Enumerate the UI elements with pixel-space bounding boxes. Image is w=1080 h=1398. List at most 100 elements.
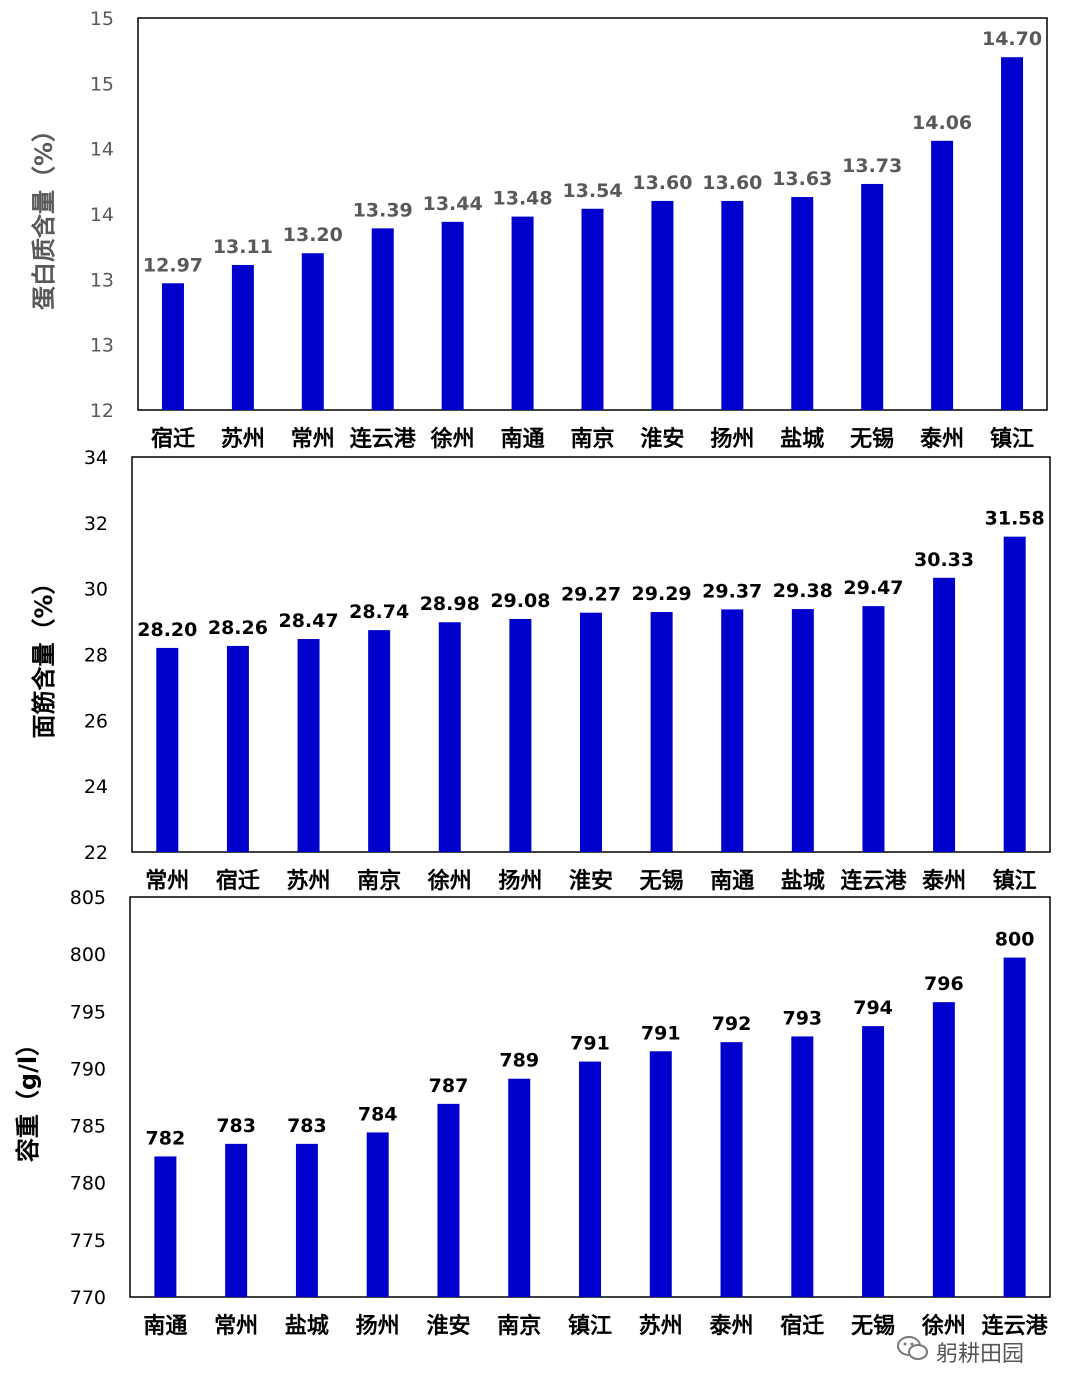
bar-10 [791, 609, 814, 852]
x-category-label: 连云港 [982, 1313, 1049, 1339]
x-category-label: 南通 [710, 869, 754, 894]
bar-11 [862, 1026, 885, 1297]
wechat-icon [896, 1335, 930, 1369]
value-label: 29.38 [773, 580, 833, 602]
x-category-label: 镇江 [568, 1314, 612, 1339]
y-tick-label: 800 [70, 944, 106, 966]
value-label: 13.60 [702, 172, 762, 194]
y-tick-label: 30 [84, 579, 108, 601]
bar-13 [1003, 957, 1026, 1297]
bar-5 [437, 1103, 460, 1297]
y-tick-label: 805 [70, 887, 106, 909]
y-tick-label: 32 [84, 513, 108, 535]
value-label: 787 [429, 1075, 469, 1097]
x-category-label: 盐城 [781, 868, 825, 894]
bar-10 [791, 197, 814, 410]
x-category-label: 南通 [143, 1314, 187, 1339]
x-category-label: 常州 [291, 426, 335, 452]
x-category-label: 南京 [570, 426, 614, 452]
value-label: 29.27 [561, 584, 621, 606]
y-tick-label: 13 [90, 269, 114, 291]
x-category-label: 连云港 [350, 426, 417, 452]
x-category-label: 扬州 [356, 1314, 400, 1339]
bar-8 [649, 1051, 672, 1297]
x-category-label: 无锡 [850, 427, 894, 452]
value-label: 13.48 [493, 188, 553, 210]
x-category-label: 苏州 [287, 868, 331, 894]
value-label: 783 [216, 1115, 256, 1137]
bar-3 [297, 639, 320, 852]
y-tick-label: 13 [90, 335, 114, 357]
y-axis-title: 蛋白质含量（%） [30, 118, 58, 310]
bar-8 [650, 612, 673, 852]
value-label: 793 [782, 1007, 822, 1029]
bar-11 [861, 183, 884, 410]
x-category-label: 扬州 [498, 869, 542, 894]
y-tick-label: 14 [90, 204, 114, 226]
bar-7 [580, 612, 602, 852]
bar-11 [862, 606, 885, 852]
bar-7 [579, 1061, 601, 1297]
bar-3 [295, 1143, 318, 1297]
value-label: 13.60 [632, 172, 692, 194]
y-tick-label: 775 [70, 1230, 106, 1252]
y-tick-label: 770 [70, 1287, 106, 1309]
value-label: 792 [712, 1013, 752, 1035]
x-category-label: 南京 [497, 1313, 541, 1339]
bar-6 [509, 618, 532, 852]
y-tick-label: 34 [84, 447, 108, 469]
bar-13 [1001, 57, 1024, 410]
value-label: 13.54 [562, 180, 622, 202]
value-label: 28.98 [420, 593, 480, 615]
x-category-label: 宿迁 [216, 868, 260, 894]
value-label: 12.97 [143, 254, 203, 276]
x-category-label: 盐城 [285, 1313, 329, 1339]
y-tick-label: 14 [90, 139, 114, 161]
value-label: 14.70 [982, 28, 1042, 50]
y-tick-label: 22 [84, 842, 108, 864]
bar-1 [156, 647, 179, 852]
value-label: 789 [499, 1050, 539, 1072]
value-label: 29.29 [632, 583, 692, 605]
x-category-label: 南通 [501, 427, 545, 452]
x-category-label: 泰州 [919, 427, 964, 452]
x-category-label: 扬州 [710, 427, 754, 452]
y-axis-title: 面筋含量（%） [30, 570, 58, 738]
bar-9 [721, 609, 744, 852]
bar-2 [225, 1143, 248, 1297]
bar-6 [511, 216, 534, 410]
x-category-label: 南京 [357, 868, 401, 894]
y-tick-label: 780 [70, 1173, 106, 1195]
bar-12 [931, 140, 954, 410]
x-category-label: 常州 [214, 1313, 258, 1339]
value-label: 13.44 [423, 193, 483, 215]
x-category-label: 无锡 [640, 869, 684, 894]
x-category-label: 镇江 [990, 427, 1034, 452]
value-label: 782 [146, 1127, 186, 1149]
x-category-label: 淮安 [569, 868, 613, 894]
bar-2 [231, 264, 254, 410]
y-tick-label: 28 [84, 645, 108, 667]
value-label: 14.06 [912, 112, 972, 134]
bar-7 [581, 208, 604, 410]
bar-4 [366, 1132, 389, 1297]
x-category-label: 苏州 [221, 426, 265, 452]
bar-2 [226, 645, 249, 852]
chart-3: 770 775 780 785 790 795 800 805 容重（g/l） 782 南通 783 常… [14, 887, 1051, 1339]
y-tick-label: 790 [70, 1058, 106, 1080]
bar-1 [161, 283, 184, 410]
bar-1 [154, 1156, 177, 1297]
x-category-label: 徐州 [430, 426, 475, 452]
bar-9 [721, 200, 744, 410]
value-label: 791 [641, 1022, 681, 1044]
watermark: 躬耕田园 [896, 1336, 1024, 1368]
watermark-text: 躬耕田园 [936, 1342, 1025, 1367]
x-category-label: 泰州 [921, 869, 966, 894]
value-label: 28.20 [137, 619, 197, 641]
bar-8 [651, 200, 674, 410]
value-label: 794 [853, 997, 893, 1019]
bar-3 [301, 253, 324, 410]
value-label: 13.11 [213, 236, 273, 258]
x-category-label: 徐州 [921, 1313, 966, 1339]
value-label: 29.47 [843, 577, 903, 599]
